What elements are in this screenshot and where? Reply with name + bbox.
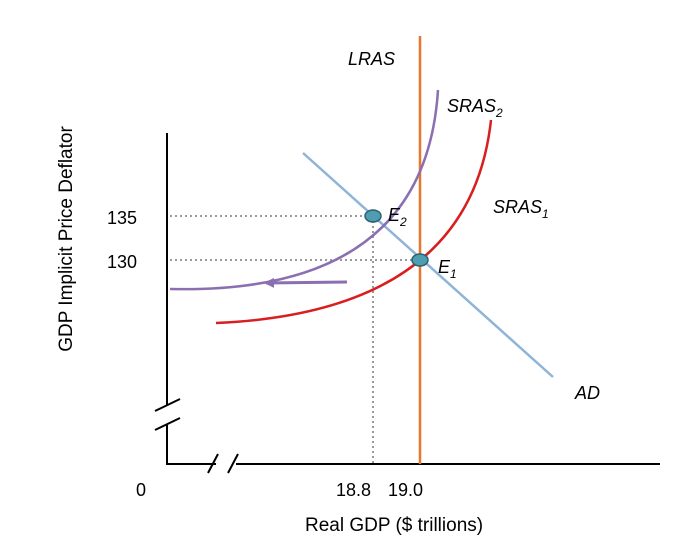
e1-label: E1 <box>438 257 457 281</box>
equilibrium-points <box>364 209 429 267</box>
curves <box>169 36 554 464</box>
e2-label: E2 <box>388 205 407 229</box>
sras1-curve <box>215 119 493 325</box>
y-tick-label-135: 135 <box>107 208 137 228</box>
e2-label-main: E <box>388 205 401 225</box>
y-axis-title: GDP Implicit Price Deflator <box>56 126 77 352</box>
y-axis-break-mark-1 <box>154 398 181 412</box>
x-axis-title: Real GDP ($ trillions) <box>305 515 483 536</box>
sras2-label-main: SRAS <box>447 96 496 116</box>
x-axis-break-mark-1 <box>207 453 219 474</box>
y-tick-label-130: 130 <box>107 252 137 272</box>
shift-arrow <box>264 277 348 288</box>
sras1-label-main: SRAS <box>493 197 542 217</box>
x-axis-break-mark-2 <box>227 453 239 474</box>
origin-label: 0 <box>136 480 146 500</box>
ad-line <box>302 152 554 378</box>
sras2-label-sub: 2 <box>495 106 503 120</box>
lras-label: LRAS <box>348 49 395 69</box>
sras2-curve <box>169 89 440 291</box>
sras1-label: SRAS1 <box>493 197 549 221</box>
equilibrium-point-e2 <box>364 209 382 223</box>
axes <box>154 133 660 474</box>
e2-label-sub: 2 <box>399 215 407 229</box>
sras1-label-sub: 1 <box>542 207 549 221</box>
x-tick-label-19-0: 19.0 <box>388 480 423 500</box>
y-axis-break-mark-2 <box>154 417 181 431</box>
e1-label-sub: 1 <box>450 267 457 281</box>
ad-label: AD <box>574 383 600 403</box>
e1-label-main: E <box>438 257 451 277</box>
sras2-label: SRAS2 <box>447 96 503 120</box>
x-tick-label-18-8: 18.8 <box>336 480 371 500</box>
guide-lines <box>170 215 420 464</box>
equilibrium-point-e1 <box>411 253 429 267</box>
